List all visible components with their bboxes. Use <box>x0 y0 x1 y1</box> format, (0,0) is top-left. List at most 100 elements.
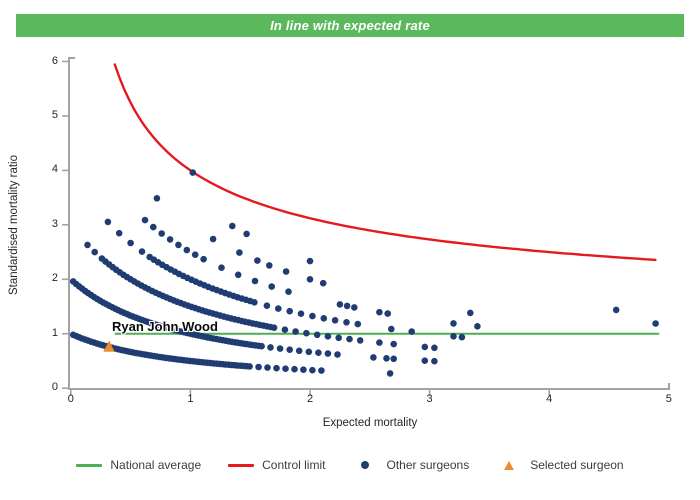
other-surgeon-point[interactable] <box>390 340 398 348</box>
other-surgeon-point[interactable] <box>267 344 274 351</box>
other-surgeon-point[interactable] <box>104 218 112 226</box>
other-surgeon-point[interactable] <box>300 366 307 374</box>
other-surgeon-point[interactable] <box>356 337 364 344</box>
other-surgeon-point[interactable] <box>200 255 207 263</box>
other-surgeon-point[interactable] <box>376 339 383 346</box>
other-surgeon-point[interactable] <box>306 276 314 283</box>
other-surgeon-point[interactable] <box>421 357 429 365</box>
other-surgeon-point[interactable] <box>346 335 353 343</box>
other-surgeon-point[interactable] <box>376 308 383 316</box>
other-surgeon-point[interactable] <box>431 357 438 365</box>
other-surgeon-point[interactable] <box>229 222 236 230</box>
other-surgeon-point[interactable] <box>458 333 466 341</box>
other-surgeon-point[interactable] <box>273 364 280 372</box>
other-surgeon-point[interactable] <box>335 334 343 342</box>
other-surgeon-point[interactable] <box>191 251 199 258</box>
other-surgeon-point[interactable] <box>474 323 481 330</box>
other-surgeon-point[interactable] <box>388 325 395 333</box>
other-surgeon-point[interactable] <box>285 288 292 296</box>
other-surgeon-point[interactable] <box>175 241 182 249</box>
other-surgeon-point[interactable] <box>281 326 289 334</box>
other-surgeon-point[interactable] <box>309 312 316 320</box>
other-surgeon-point[interactable] <box>127 239 134 247</box>
other-surgeon-point[interactable] <box>313 331 321 339</box>
other-surgeon-point[interactable] <box>141 216 149 224</box>
other-surgeon-point[interactable] <box>303 329 310 337</box>
other-surgeon-point[interactable] <box>431 344 438 352</box>
selected-surgeon-marker[interactable] <box>103 340 115 352</box>
other-surgeon-point[interactable] <box>612 306 620 314</box>
other-surgeon-point[interactable] <box>158 230 165 237</box>
other-surgeon-point[interactable] <box>84 241 91 249</box>
other-surgeon-point[interactable] <box>450 320 457 327</box>
other-surgeon-point[interactable] <box>138 248 146 255</box>
other-surgeon-point[interactable] <box>275 305 282 312</box>
other-surgeon-point[interactable] <box>319 279 327 287</box>
other-surgeon-point[interactable] <box>450 333 457 340</box>
other-surgeon-point[interactable] <box>254 257 261 264</box>
other-surgeon-point[interactable] <box>386 370 394 377</box>
other-surgeon-point[interactable] <box>282 365 289 373</box>
other-surgeon-point[interactable] <box>336 301 344 308</box>
legend-label: National average <box>110 458 202 472</box>
other-surgeon-point[interactable] <box>320 315 328 322</box>
other-surgeon-point[interactable] <box>351 304 358 311</box>
other-surgeon-point[interactable] <box>243 230 250 238</box>
x-tick-label: 3 <box>426 393 433 405</box>
other-surgeon-point[interactable] <box>166 236 174 243</box>
y-tick-label: 2 <box>51 272 58 285</box>
other-surgeon-point[interactable] <box>189 169 197 176</box>
other-surgeon-point[interactable] <box>218 264 225 272</box>
other-surgeon-point[interactable] <box>370 354 377 361</box>
other-surgeon-point[interactable] <box>343 302 351 310</box>
other-surgeon-point[interactable] <box>246 363 253 370</box>
other-surgeon-point[interactable] <box>255 363 262 371</box>
x-axis-title: Expected mortality <box>322 417 418 429</box>
other-surgeon-point[interactable] <box>91 248 98 256</box>
other-surgeon-point[interactable] <box>421 343 429 351</box>
other-surgeon-point[interactable] <box>276 345 284 352</box>
other-surgeon-point[interactable] <box>408 328 416 335</box>
other-surgeon-point[interactable] <box>291 365 298 373</box>
other-surgeon-point[interactable] <box>251 277 259 285</box>
other-surgeon-point[interactable] <box>295 347 303 355</box>
other-surgeon-point[interactable] <box>324 350 332 357</box>
other-surgeon-point[interactable] <box>183 246 191 254</box>
other-surgeon-point[interactable] <box>297 310 305 318</box>
other-surgeon-point[interactable] <box>286 307 294 315</box>
other-surgeon-point[interactable] <box>251 299 258 306</box>
other-surgeon-point[interactable] <box>318 367 325 374</box>
other-surgeon-point[interactable] <box>334 351 341 358</box>
other-surgeon-point[interactable] <box>309 366 316 374</box>
other-surgeon-point[interactable] <box>153 195 161 202</box>
other-surgeon-point[interactable] <box>266 262 273 269</box>
other-surgeon-point[interactable] <box>115 229 123 237</box>
other-surgeon-point[interactable] <box>305 348 313 356</box>
other-surgeon-point[interactable] <box>467 309 474 317</box>
other-surgeon-point[interactable] <box>258 342 265 350</box>
other-surgeon-point[interactable] <box>292 328 299 335</box>
other-surgeon-point[interactable] <box>264 364 271 371</box>
other-surgeon-point[interactable] <box>286 346 294 354</box>
other-surgeon-point[interactable] <box>270 324 278 332</box>
other-surgeon-point[interactable] <box>343 319 350 326</box>
other-surgeon-point[interactable] <box>652 320 659 327</box>
status-banner-text: In line with expected rate <box>270 18 430 33</box>
other-surgeon-point[interactable] <box>324 333 332 340</box>
other-surgeon-point[interactable] <box>306 257 314 265</box>
other-surgeon-point[interactable] <box>384 310 392 317</box>
other-surgeon-point[interactable] <box>315 349 322 357</box>
other-surgeon-point[interactable] <box>282 268 290 275</box>
other-surgeon-point[interactable] <box>263 302 271 310</box>
other-surgeon-point[interactable] <box>390 355 398 363</box>
other-surgeon-point[interactable] <box>383 355 390 362</box>
legend-label: Selected surgeon <box>530 458 624 472</box>
other-surgeon-point[interactable] <box>150 223 157 231</box>
other-surgeon-point[interactable] <box>331 317 339 324</box>
other-surgeon-point[interactable] <box>354 320 362 328</box>
other-surgeon-point[interactable] <box>268 283 276 290</box>
other-surgeon-point[interactable] <box>236 249 243 256</box>
other-surgeon-point[interactable] <box>209 235 217 243</box>
other-surgeon-point[interactable] <box>234 271 242 279</box>
